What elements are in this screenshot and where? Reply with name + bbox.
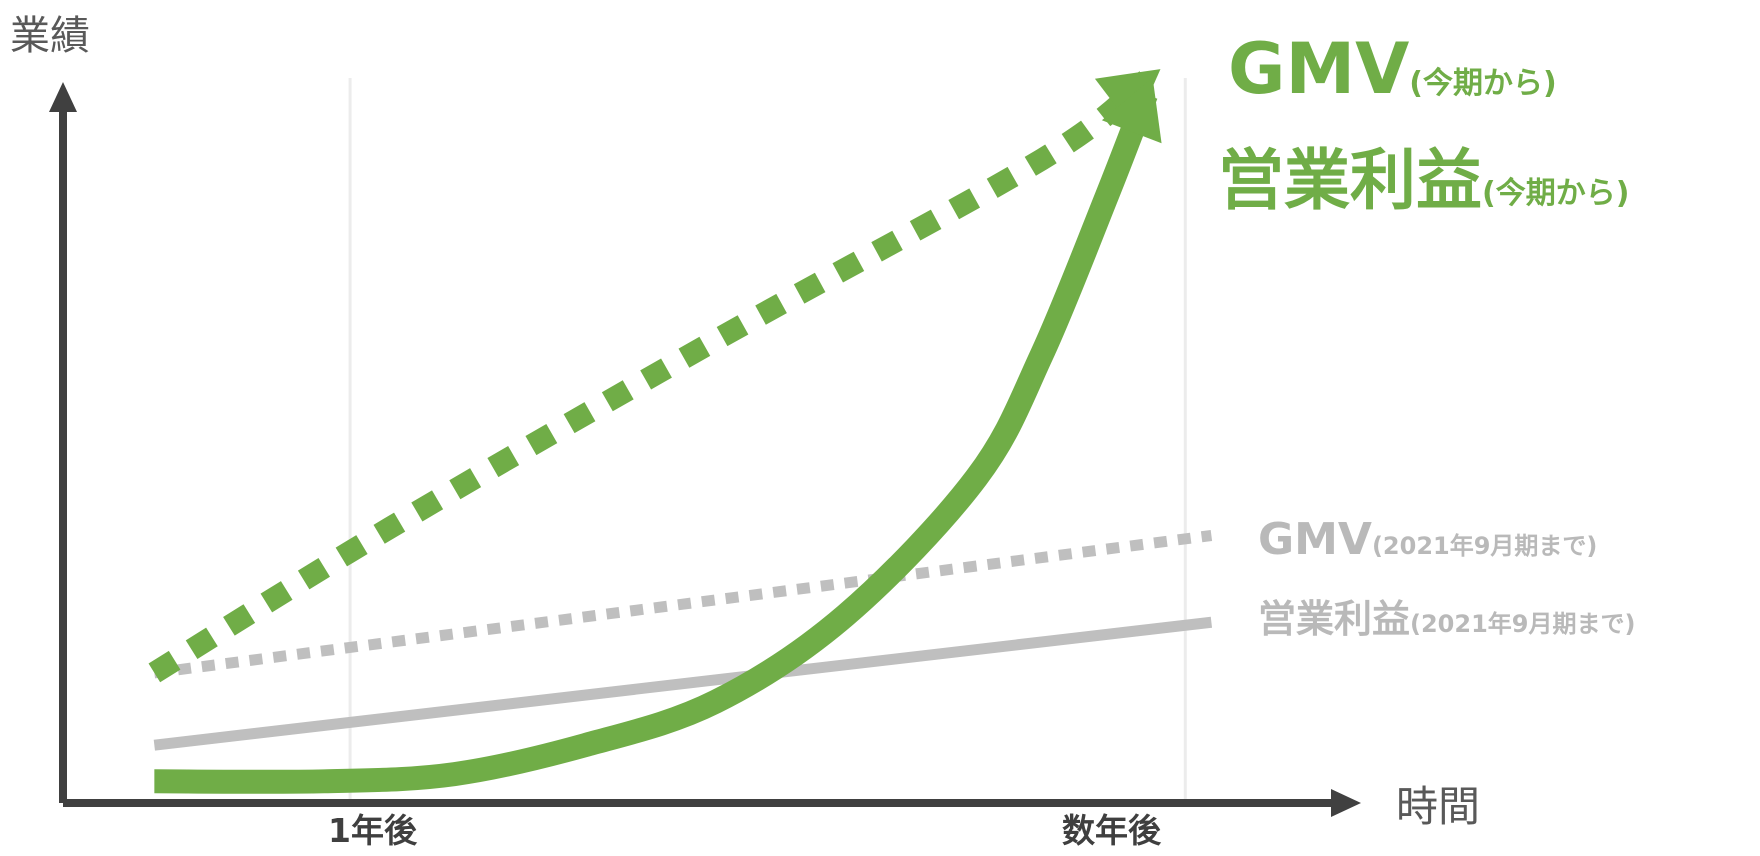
series-label-gmv-old: GMV(2021年9月期まで) — [1258, 518, 1597, 562]
series-line-2 — [153, 530, 1213, 679]
series-label-op-new-suffix: (今期から) — [1482, 176, 1630, 211]
y-axis-arrowhead — [49, 82, 77, 112]
x-axis-arrowhead — [1331, 789, 1361, 817]
series-label-gmv-new-name: GMV — [1228, 28, 1410, 110]
series-label-op-new: 営業利益(今期から) — [1218, 148, 1629, 214]
x-tick-label-1: 1年後 — [328, 811, 417, 850]
series-line-1 — [154, 90, 1158, 794]
x-tick-label-2: 数年後 — [1062, 811, 1161, 850]
series-line-0 — [148, 71, 1154, 683]
y-axis-title: 業績 — [10, 13, 90, 59]
series-label-op-old-suffix: (2021年9月期まで) — [1410, 610, 1636, 638]
series-label-op-old-name: 営業利益 — [1258, 597, 1411, 641]
series-label-op-old: 営業利益(2021年9月期まで) — [1258, 600, 1635, 638]
series-label-gmv-new-suffix: (今期から) — [1409, 66, 1557, 101]
series-label-gmv-old-suffix: (2021年9月期まで) — [1371, 532, 1598, 560]
series-line-3 — [153, 616, 1213, 751]
series-label-gmv-old-name: GMV — [1258, 514, 1372, 565]
x-axis-title: 時間 — [1396, 782, 1481, 831]
series-arrowhead-1 — [1101, 77, 1162, 144]
series-label-op-new-name: 営業利益 — [1218, 142, 1482, 219]
series-label-gmv-new: GMV(今期から) — [1228, 34, 1557, 104]
